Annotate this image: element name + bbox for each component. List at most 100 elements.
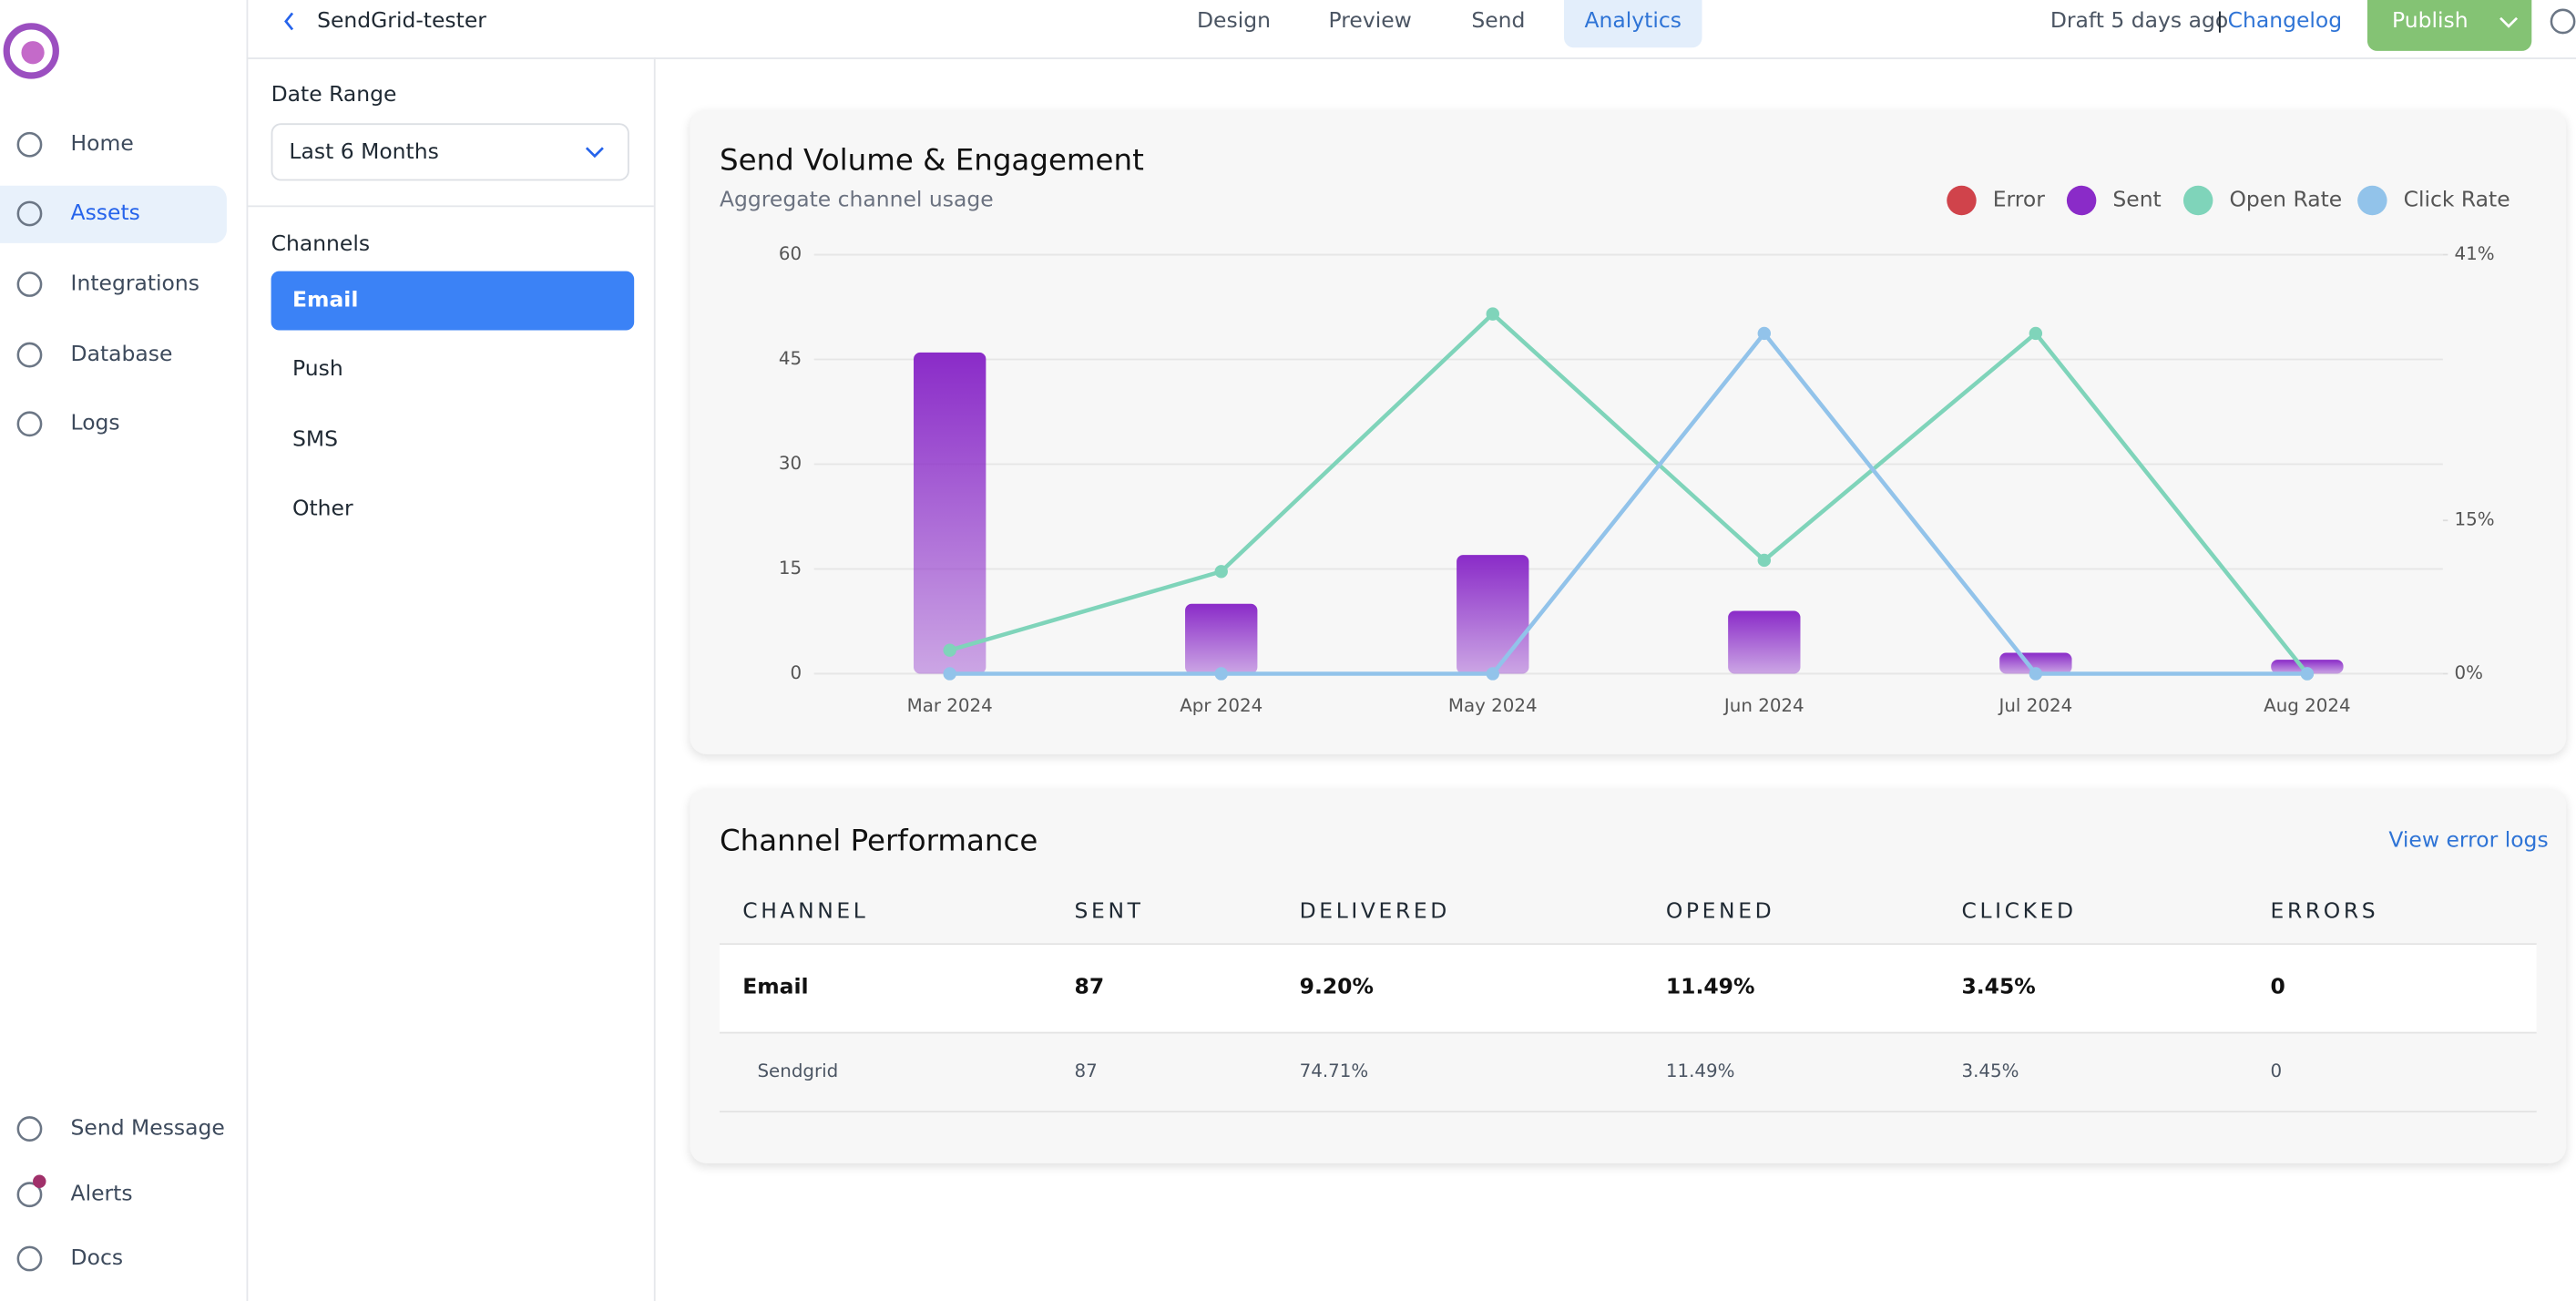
dropdown-chevron (585, 147, 604, 159)
nav-item[interactable]: Send Message (70, 1116, 225, 1142)
column-header: ERRORS (2270, 899, 2379, 925)
back-chevron (284, 12, 294, 31)
table-cell: 11.49% (1665, 1060, 1735, 1082)
point (1214, 565, 1228, 579)
legend-label: Sent (2112, 187, 2161, 212)
bar (1728, 610, 1801, 674)
column-header: DELIVERED (1299, 899, 1450, 925)
y-tick-label: 0 (791, 662, 802, 683)
channel-option[interactable]: SMS (292, 427, 339, 453)
app-title: SendGrid-tester (317, 8, 486, 34)
legend-label: Error (1993, 187, 2045, 212)
channel-option[interactable]: Email (292, 288, 359, 313)
row-bg (719, 943, 2537, 1034)
row-divider (719, 1111, 2537, 1113)
date-range-label: Date Range (271, 83, 397, 108)
point (1757, 553, 1772, 568)
date-range-value[interactable]: Last 6 Months (289, 140, 439, 166)
line (949, 330, 2307, 676)
table-cell: 9.20% (1299, 975, 1374, 1000)
error-logs-link[interactable]: View error logs (2388, 828, 2549, 854)
active-nav-bg (0, 185, 227, 243)
tab[interactable]: Preview (1328, 8, 1412, 34)
bar (2271, 660, 2344, 674)
legend-label: Click Rate (2404, 187, 2510, 212)
x-tick-label: Jul 2024 (1998, 695, 2073, 716)
y-tick-label: 45 (779, 348, 802, 369)
table-cell: 74.71% (1299, 1060, 1369, 1082)
table-cell: 87 (1074, 975, 1105, 1000)
changelog-link[interactable]: Changelog (2227, 8, 2343, 34)
bar (1457, 555, 1529, 674)
nav-icon (16, 200, 43, 227)
panel-divider (246, 205, 654, 208)
nav-item[interactable]: Database (70, 343, 173, 368)
table-cell: 3.45% (1961, 975, 2036, 1000)
tab[interactable]: Design (1196, 8, 1271, 34)
table-cell: 0 (2270, 975, 2285, 1000)
nav-icon (16, 1245, 43, 1272)
channel-option[interactable]: Push (292, 357, 343, 383)
nav-icon (16, 411, 43, 437)
nav-item[interactable]: Assets (70, 200, 140, 226)
point (2029, 326, 2043, 341)
nav-item[interactable]: Alerts (70, 1182, 133, 1207)
publish-chevron (2499, 16, 2519, 28)
chart-subtitle: Aggregate channel usage (719, 188, 994, 213)
bar (1999, 652, 2072, 674)
y-tick-label: 60 (779, 243, 802, 264)
point (1486, 307, 1499, 321)
legend-swatch (2066, 185, 2097, 216)
nav-icon (16, 271, 43, 297)
bar (1185, 603, 1258, 674)
table-cell: 87 (1074, 1060, 1098, 1082)
separator: | (2216, 8, 2223, 34)
publish-button[interactable] (2366, 0, 2532, 51)
tab[interactable]: Send (1471, 8, 1526, 34)
legend-swatch (2182, 185, 2213, 216)
alert-dot (33, 1174, 46, 1188)
table-title: Channel Performance (719, 824, 1038, 859)
point (1486, 667, 1499, 681)
nav-item[interactable]: Integrations (70, 271, 199, 297)
filter-panel (247, 57, 656, 1301)
point (943, 643, 956, 657)
nav-item[interactable]: Docs (70, 1246, 124, 1272)
y-tick-label: 30 (779, 453, 802, 474)
legend-label: Open Rate (2229, 187, 2342, 212)
point (2300, 667, 2315, 681)
nav-item[interactable]: Logs (70, 411, 120, 436)
x-tick-label: Jun 2024 (1722, 695, 1804, 716)
column-header: CLICKED (1961, 899, 2077, 925)
active-channel-bg[interactable] (271, 271, 635, 331)
y2-tick-label: 41% (2455, 243, 2495, 264)
chart-card (690, 109, 2567, 754)
column-header: CHANNEL (742, 899, 869, 925)
date-range-dropdown[interactable] (271, 123, 629, 181)
x-tick-label: Mar 2024 (907, 695, 993, 716)
chart-title: Send Volume & Engagement (719, 143, 1144, 179)
publish-label[interactable]: Publish (2391, 8, 2469, 34)
nav-icon (16, 1116, 43, 1142)
legend-swatch (1947, 185, 1977, 216)
point (2029, 667, 2043, 681)
nav-icon (16, 1182, 43, 1208)
nav-icon (16, 131, 43, 158)
channels-label: Channels (271, 232, 371, 258)
tab[interactable]: Analytics (1584, 8, 1682, 34)
column-header: SENT (1074, 899, 1144, 925)
top-bar (246, 0, 2576, 59)
y2-tick-label: 15% (2455, 509, 2495, 530)
table-cell: Email (742, 975, 809, 1000)
y-tick-label: 15 (779, 558, 802, 579)
table-cell: 0 (2270, 1060, 2283, 1082)
x-tick-label: Apr 2024 (1180, 695, 1262, 716)
nav-item[interactable]: Home (70, 132, 134, 158)
table-cell: Sendgrid (757, 1060, 839, 1082)
point (1214, 667, 1228, 681)
channel-option[interactable]: Other (292, 497, 353, 522)
left-nav (0, 0, 249, 1301)
line (949, 311, 2309, 675)
